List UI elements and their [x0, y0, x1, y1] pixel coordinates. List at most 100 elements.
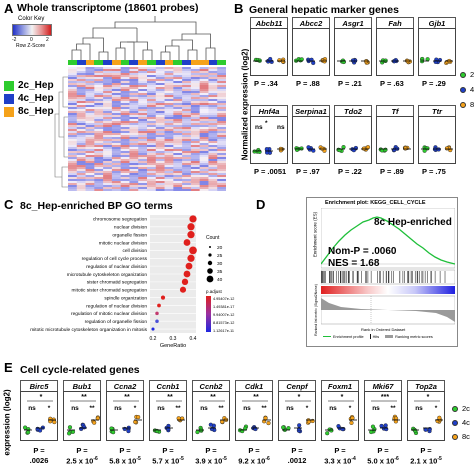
p-value: P = .29 [422, 79, 446, 88]
panel-b-legend: 2c 4c 8c [460, 70, 474, 109]
cell-cycle-gene-panel: Ccna2 ** ns * P = 5.8 x 10-5 [106, 380, 144, 474]
padj-legend-label: 9.94007e-12 [213, 313, 234, 317]
heatmap [68, 67, 226, 191]
panel-b-ylabel: Normalized expression (log2) [240, 48, 250, 161]
legend-label: 2c [462, 404, 470, 413]
panel-e: E Cell cycle-related genes expression (l… [0, 360, 474, 474]
p-value: 3.9 x 10-5 [195, 456, 227, 466]
legend-dot-4c [452, 419, 458, 426]
p-value: .0012 [287, 456, 307, 465]
data-point [365, 145, 371, 150]
data-point [393, 419, 398, 424]
column-group-bar [68, 60, 227, 65]
gene-name: Top2a [407, 380, 445, 392]
count-legend-title: Count [206, 235, 220, 241]
count-legend-dot [207, 268, 213, 274]
go-term-dot [187, 231, 195, 239]
panel-e-label: E [4, 360, 13, 375]
cell-cycle-gene-panel: Bub1 ** ns ** P = 2.5 x 10-6 [63, 380, 101, 474]
panel-c: C 8c_Hep-enriched BP GO terms chromosome… [0, 197, 254, 357]
color-key: Color Key -2 0 2 Row Z-Score [10, 16, 54, 50]
panel-a-title: Whole transcriptome (18601 probes) [17, 2, 199, 14]
gene-dots [253, 56, 286, 65]
p-value-exponent: -6 [265, 456, 270, 462]
p-value-exponent: -5 [136, 456, 141, 462]
data-point [243, 426, 248, 431]
significance-label: ns [243, 405, 251, 412]
legend-dot-2c [452, 405, 458, 412]
p-value: P = .21 [338, 79, 362, 88]
data-point [126, 429, 131, 434]
data-point [281, 425, 286, 430]
gene-dots: **ns ** [237, 394, 271, 434]
data-point [383, 58, 388, 63]
go-term-label: mitotic sister chromatid segregation [72, 288, 148, 294]
cell-cycle-gene-panel: Cdk1 ** ns ** P = 9.2 x 10-6 [235, 380, 273, 474]
gene-plot-box: ** ns ** [192, 391, 230, 441]
significance-label: * [306, 405, 309, 412]
data-point [67, 431, 72, 436]
x-tick-label: 0.2 [150, 336, 157, 342]
panel-c-label: C [4, 197, 14, 212]
cell-cycle-gene-panel: Cenpf * ns * P = .0012 [278, 380, 316, 474]
gene-plot-box [418, 116, 456, 164]
data-point [369, 429, 374, 435]
data-point [286, 426, 291, 431]
color-key-bar [12, 24, 52, 36]
go-term-dot [187, 254, 195, 262]
gene-name: Serpina1 [292, 105, 330, 117]
gene-dots [293, 57, 328, 66]
padj-legend-title: p.adjust [206, 289, 223, 294]
significance-label: ** [261, 405, 267, 412]
color-key-tick: 2 [46, 37, 49, 43]
significance-label: * [427, 394, 430, 401]
hepatic-gene-panel: Serpina1 P = .97 [292, 105, 330, 185]
legend-dot-8c [452, 433, 458, 440]
go-term-dot [189, 246, 197, 255]
gene-name: Birc5 [20, 380, 58, 392]
gene-plot-box: ** ns ** [235, 391, 273, 441]
gsea-legend-item: Ranking metric scores [385, 334, 433, 339]
significance-label: ns [255, 124, 263, 131]
padj-legend-label: 1.49381e-17 [213, 305, 234, 309]
legend-label: 2c_Hep [18, 80, 54, 91]
legend-label: 4c [470, 85, 474, 94]
data-point [425, 146, 430, 151]
gene-plot-box: ns * ns [250, 116, 288, 164]
significance-label: ** [210, 394, 216, 401]
data-point [379, 423, 384, 429]
go-term-label: nuclear division [114, 225, 147, 231]
significance-label: * [48, 405, 51, 412]
data-point [299, 146, 304, 151]
panel-b-title: General hepatic marker genes [249, 4, 399, 16]
count-legend-label: 35 [217, 269, 223, 275]
gene-plot-box: * ns * [278, 391, 316, 441]
p-value: P = .97 [296, 167, 320, 176]
go-term-dot [183, 239, 191, 246]
panel-e-row: Birc5 * ns * P = .0026 Bub1 ** ns ** P = 2.5 x 10-6… [20, 380, 450, 474]
gsea-legend-label: Enrichment profile [333, 334, 364, 339]
go-term-label: spindle organization [104, 295, 147, 301]
row-dendrogram [54, 76, 68, 188]
gene-name: Ccnb1 [149, 380, 187, 392]
data-point [413, 428, 418, 433]
color-key-caption: Row Z-Score [16, 43, 46, 49]
p-value: 3.3 x 10-4 [324, 456, 356, 466]
significance-label: ** [167, 394, 173, 401]
data-point [294, 147, 300, 152]
count-legend-label: 30 [217, 261, 223, 267]
data-point [208, 422, 213, 427]
hepatic-gene-panel: Tdo2 P = .22 [334, 105, 372, 185]
significance-label: ns [157, 405, 165, 412]
p-value-label: P = [420, 446, 432, 455]
gene-name: Mki67 [364, 380, 402, 392]
significance-label: ** [175, 405, 181, 412]
gene-name: Tdo2 [334, 105, 372, 117]
column-group-cell [155, 60, 165, 65]
panel-c-title: 8c_Hep-enriched BP GO terms [20, 200, 173, 212]
data-point [23, 425, 28, 430]
column-group-cell [68, 60, 77, 65]
p-value: 9.2 x 10-6 [238, 456, 270, 466]
p-value-label: P = [76, 446, 88, 455]
gene-dots: * ns * [281, 394, 315, 434]
